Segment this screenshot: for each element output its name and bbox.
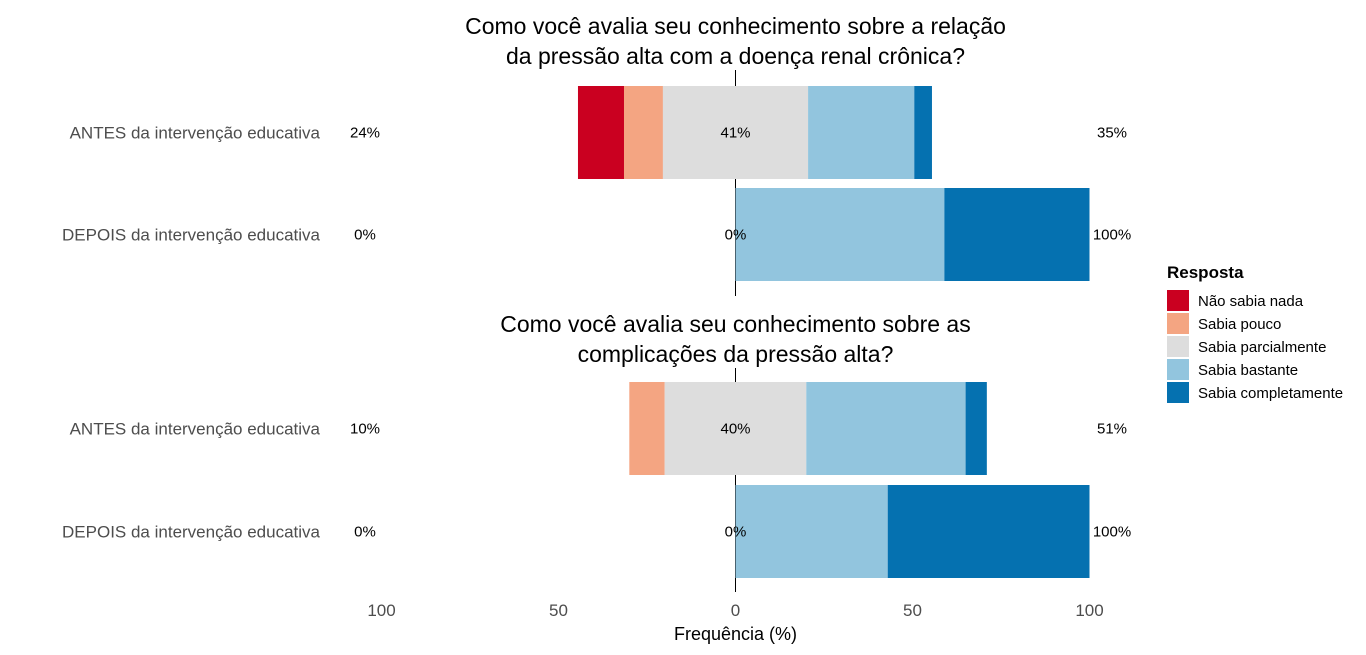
low-percent-label: 10% [350, 421, 380, 438]
panel-title-line: Como você avalia seu conhecimento sobre … [465, 13, 1006, 39]
legend-swatch [1167, 313, 1189, 334]
bar-segment-sabia-pouco [623, 86, 663, 179]
bar-segment-sabia-bastante [806, 382, 966, 475]
legend-swatch [1167, 382, 1189, 403]
x-tick-label: 50 [549, 601, 568, 620]
category-label: ANTES da intervenção educativa [70, 124, 321, 143]
low-percent-label: 24% [350, 125, 380, 142]
x-tick-label: 0 [731, 601, 740, 620]
category-label: ANTES da intervenção educativa [70, 420, 321, 439]
low-percent-label: 0% [354, 227, 376, 244]
bar-segment-sabia-completamente [914, 86, 932, 179]
bar-segment-sabia-parcialmente [662, 86, 809, 179]
neutral-percent-label: 40% [720, 421, 750, 438]
bar-segment-sabia-bastante [735, 188, 945, 281]
panel-title-line: complicações da pressão alta? [578, 341, 894, 367]
bar-segment-sabia-bastante [735, 485, 888, 578]
bar-segment-sabia-completamente [965, 382, 987, 475]
legend-swatch [1167, 359, 1189, 380]
bar-segment-sabia-completamente [944, 188, 1090, 281]
bar-segment-sabia-pouco [629, 382, 665, 475]
x-tick-label: 100 [1075, 601, 1103, 620]
high-percent-label: 100% [1093, 227, 1131, 244]
bar-segment-sabia-parcialmente [664, 382, 807, 475]
x-tick-label: 100 [367, 601, 395, 620]
x-axis-title: Frequência (%) [674, 624, 797, 644]
bar-segment-n-o-sabia-nada [577, 86, 624, 179]
high-percent-label: 100% [1093, 524, 1131, 541]
high-percent-label: 35% [1097, 125, 1127, 142]
legend-title: Resposta [1167, 263, 1244, 282]
category-label: DEPOIS da intervenção educativa [62, 523, 321, 542]
low-percent-label: 0% [354, 524, 376, 541]
legend-label: Sabia parcialmente [1198, 339, 1326, 356]
bar-segment-sabia-bastante [808, 86, 915, 179]
legend-label: Sabia pouco [1198, 316, 1281, 333]
bar-segment-sabia-completamente [887, 485, 1090, 578]
legend-swatch [1167, 290, 1189, 311]
panel-title-line: Como você avalia seu conhecimento sobre … [500, 311, 970, 337]
category-label: DEPOIS da intervenção educativa [62, 226, 321, 245]
legend-label: Sabia bastante [1198, 362, 1298, 379]
neutral-percent-label: 0% [725, 227, 747, 244]
high-percent-label: 51% [1097, 421, 1127, 438]
legend-label: Não sabia nada [1198, 293, 1304, 310]
legend-swatch [1167, 336, 1189, 357]
x-tick-label: 50 [903, 601, 922, 620]
panel-title-line: da pressão alta com a doença renal crôni… [506, 43, 965, 69]
neutral-percent-label: 41% [720, 125, 750, 142]
neutral-percent-label: 0% [725, 524, 747, 541]
legend-label: Sabia completamente [1198, 385, 1343, 402]
